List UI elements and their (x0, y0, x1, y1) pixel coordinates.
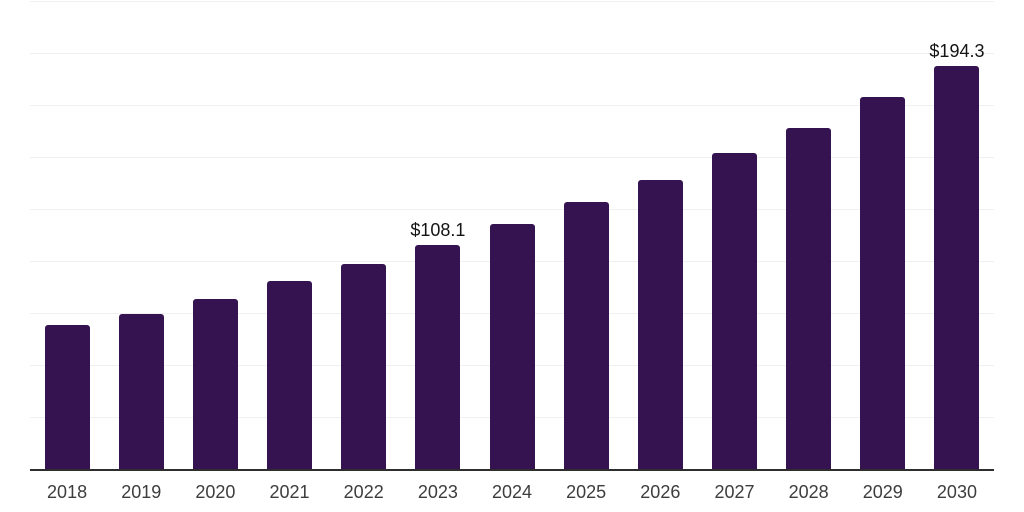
x-tick-label: 2019 (121, 482, 162, 502)
bars: $108.1 $194.3 (30, 2, 994, 470)
x-tick-label: 2022 (343, 482, 384, 502)
x-tick-label: 2025 (566, 482, 607, 502)
plot-area: $108.1 $194.3 (30, 1, 994, 471)
x-axis-tick-labels: 2018 2019 2020 2021 2022 2023 2024 2025 2026 2027… (30, 481, 994, 503)
bar-slot (30, 2, 104, 470)
bar-slot: $108.1 (401, 2, 475, 470)
x-tick-label: 2026 (640, 482, 681, 502)
x-axis-line (30, 469, 994, 471)
bar-2020 (192, 298, 238, 470)
x-tick-label: 2029 (862, 482, 903, 502)
x-tick-label: 2024 (491, 482, 533, 502)
bar-slot (697, 2, 771, 470)
bar-2024 (489, 223, 535, 470)
bar-2023 (415, 245, 461, 470)
x-tick-label: 2020 (195, 482, 236, 502)
gridline (30, 53, 994, 54)
bar-2019 (118, 313, 164, 470)
gridline (30, 157, 994, 159)
bar-slot (252, 2, 326, 470)
x-tick-label: 2018 (47, 482, 88, 502)
x-tick-label: 2023 (417, 482, 458, 502)
bar-slot (772, 2, 846, 470)
bar-2018 (44, 324, 90, 470)
bar-slot (327, 2, 401, 470)
bar-slot (623, 2, 697, 470)
bar-2022 (341, 263, 387, 470)
bar-2027 (711, 153, 757, 470)
bar-slot (475, 2, 549, 470)
bar-2025 (563, 202, 609, 470)
bar-2028 (786, 128, 832, 470)
bar-value-label: $108.1 (410, 220, 466, 241)
gridline (30, 1, 994, 2)
bar-slot: $194.3 (920, 2, 994, 470)
gridline (30, 105, 994, 106)
bar-2029 (860, 96, 906, 470)
bar-slot (178, 2, 252, 470)
bar-value-label: $194.3 (929, 40, 985, 61)
x-tick-label: 2027 (714, 482, 755, 502)
bar-2030 (934, 65, 980, 470)
gridline (30, 209, 994, 210)
bar-2021 (267, 281, 313, 470)
bar-slot (104, 2, 178, 470)
x-tick-label: 2030 (936, 482, 977, 502)
bar-slot (549, 2, 623, 470)
x-tick-label: 2021 (269, 482, 310, 502)
bar-slot (846, 2, 920, 470)
x-tick-label: 2028 (788, 482, 829, 502)
bar-2026 (637, 179, 683, 470)
